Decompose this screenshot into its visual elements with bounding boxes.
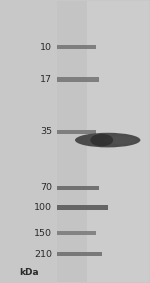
Text: 10: 10 <box>40 43 52 52</box>
Ellipse shape <box>90 134 113 146</box>
Ellipse shape <box>103 136 136 144</box>
Bar <box>57 1 87 282</box>
Ellipse shape <box>75 133 140 147</box>
Text: 210: 210 <box>34 250 52 259</box>
Text: kDa: kDa <box>19 268 39 277</box>
FancyBboxPatch shape <box>57 205 108 211</box>
Text: 70: 70 <box>40 183 52 192</box>
Text: 35: 35 <box>40 127 52 136</box>
Text: 17: 17 <box>40 75 52 84</box>
Text: 150: 150 <box>34 229 52 237</box>
FancyBboxPatch shape <box>57 186 99 190</box>
FancyBboxPatch shape <box>57 45 96 49</box>
Text: 100: 100 <box>34 203 52 212</box>
FancyBboxPatch shape <box>57 78 99 82</box>
FancyBboxPatch shape <box>57 130 96 134</box>
FancyBboxPatch shape <box>57 252 102 256</box>
FancyBboxPatch shape <box>57 231 96 235</box>
Bar <box>57 1 149 282</box>
